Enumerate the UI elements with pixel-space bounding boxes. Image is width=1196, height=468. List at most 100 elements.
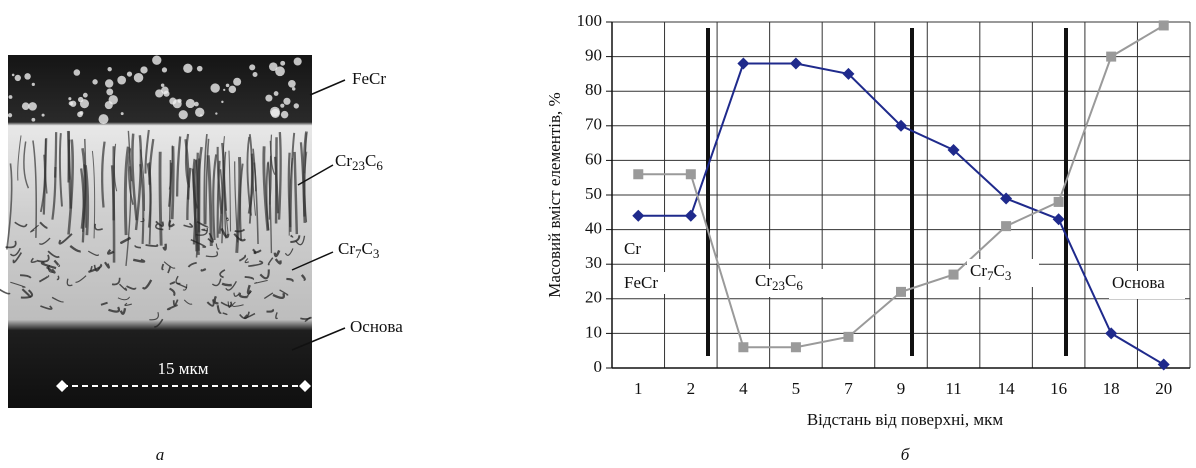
streak [205,251,219,258]
label-bg [752,269,824,297]
subscript: 23 [352,158,365,173]
x-tick-label: 1 [634,379,643,398]
streak [58,133,63,207]
streak [84,165,90,236]
streak [263,292,274,300]
streak [233,292,240,297]
speck [252,72,258,78]
scale-bar-label: 15 мкм [157,359,208,378]
label-bg [620,238,650,260]
streak [120,236,132,244]
streak [300,316,312,320]
point [1106,51,1117,62]
caption: б [901,445,910,464]
streak [220,301,233,308]
streak [212,154,218,241]
streak [244,275,255,281]
streak [300,274,306,281]
streak [44,138,48,194]
streak [273,250,281,258]
speck [24,73,31,80]
point [896,286,906,297]
streak [203,133,208,225]
x-tick-label: 7 [844,379,853,398]
streak [126,285,137,290]
x-tick-label: 2 [687,379,696,398]
speck [194,101,199,107]
streak [144,129,150,174]
label: Cr23C6 [335,151,383,173]
streak [190,238,207,248]
speck [233,77,242,86]
streak [254,279,268,284]
speck [107,66,112,72]
speck [106,88,114,96]
speck [120,112,124,116]
streak [67,139,71,183]
label: FeCr [352,69,386,88]
y-tick-label: 0 [594,357,603,376]
streak [262,146,270,231]
speck [140,66,148,74]
streak [235,156,242,253]
speck [215,112,218,115]
point [1001,221,1012,232]
speck [265,94,273,102]
streak [218,142,225,234]
subscript: 23 [772,278,785,293]
streak [38,237,51,245]
x-axis-title: Відстань від поверхні, мкм [807,410,1004,429]
streak [124,302,132,307]
x-tick-label: 20 [1155,379,1172,398]
speck [73,69,81,76]
speck [126,71,133,77]
point [1053,196,1064,207]
x-tick-label: 4 [739,379,748,398]
label-part: C [785,271,796,290]
streak [170,146,175,220]
streak [187,261,197,268]
streak [40,305,53,310]
y-tick-label: 20 [585,288,602,307]
speck [291,87,296,91]
streak [182,284,188,291]
streak [30,257,37,264]
speck [249,64,256,71]
streak [32,140,38,238]
streak [234,228,246,233]
speck [108,95,118,105]
label: Cr7C3 [970,261,1011,283]
streak [141,279,153,290]
streak [248,260,264,267]
streak [222,312,228,316]
streak [125,166,132,266]
streak [274,258,282,265]
streak [216,146,223,214]
speck [293,57,302,66]
streak [238,292,248,299]
streak [23,141,30,189]
point [790,342,801,353]
streak [108,306,121,313]
streak [75,275,87,283]
speck [98,114,109,125]
speck [7,113,13,118]
speck [68,97,72,101]
streak [20,289,34,299]
y-tick-label: 100 [577,11,603,30]
streak [279,289,289,296]
streak [268,155,272,220]
streak [10,281,26,288]
point [633,169,644,180]
streak [14,221,28,228]
x-tick-label: 16 [1050,379,1067,398]
streak [110,165,116,263]
x-tick-label: 18 [1103,379,1120,398]
label-part: Cr [970,261,987,280]
streak [228,150,232,232]
point [1105,327,1118,340]
point [1000,192,1013,205]
streak [161,263,165,271]
speck [82,92,88,98]
streak [69,245,81,253]
